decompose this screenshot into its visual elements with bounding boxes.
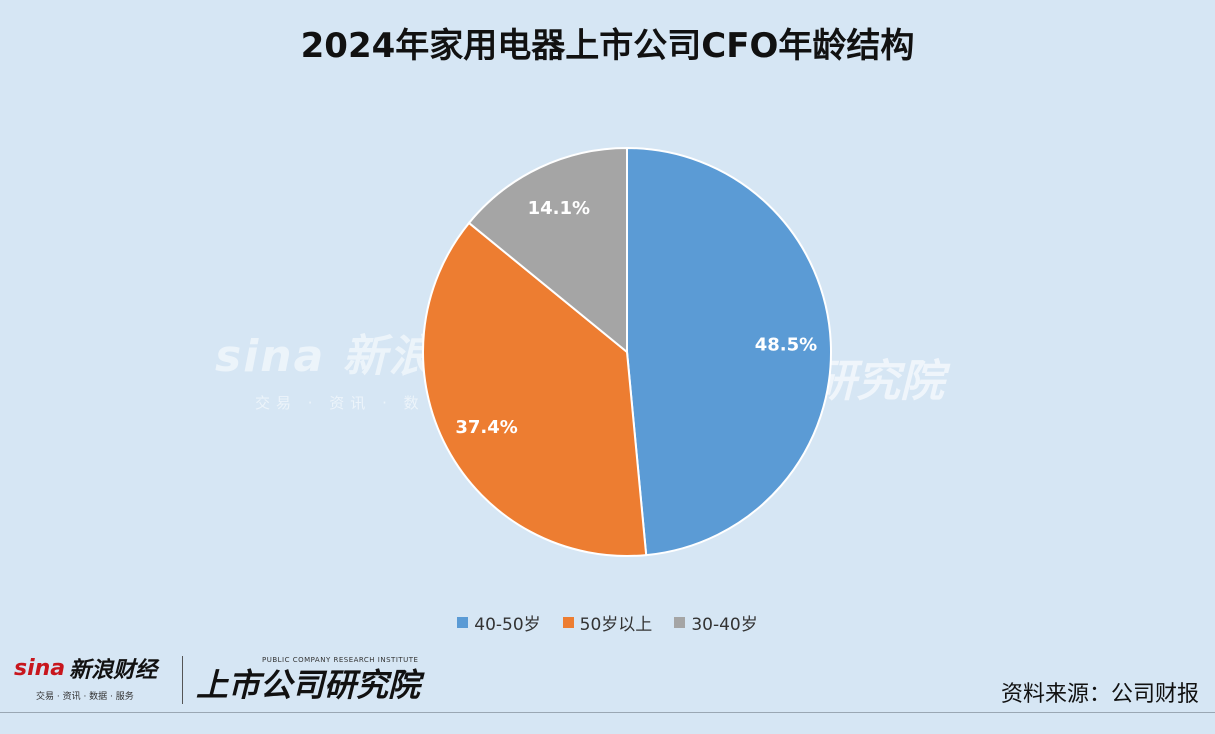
legend-label: 30-40岁: [691, 615, 758, 635]
sina-finance-name: 新浪财经: [69, 658, 158, 683]
pie-chart: 48.5% 37.4% 14.1%: [422, 146, 832, 557]
legend-label: 40-50岁: [474, 615, 541, 635]
chart-title: 2024年家用电器上市公司CFO年龄结构: [300, 26, 915, 66]
legend-swatch: [457, 617, 469, 628]
legend-label: 50岁以上: [579, 615, 653, 635]
watermark-tagline: 交易 · 资讯 · 数: [255, 394, 425, 412]
legend-swatch: [674, 617, 686, 628]
watermark-logo: sina 新浪: [215, 331, 435, 382]
data-source: 资料来源：公司财报: [1000, 682, 1199, 707]
institute-logo: 上市公司研究院: [196, 666, 421, 704]
legend-swatch: [562, 617, 574, 628]
legend-item-40-50: 40-50岁: [457, 610, 541, 635]
data-label-1: 37.4%: [455, 417, 517, 438]
chart-legend: 40-50岁 50岁以上 30-40岁: [0, 610, 1215, 635]
legend-item-30-40: 30-40岁: [674, 610, 758, 635]
institute-english-name: PUBLIC COMPANY RESEARCH INSTITUTE: [262, 656, 419, 664]
pie-slice-2: [467, 146, 628, 355]
footer-divider: [0, 712, 1215, 713]
sina-tagline: 交易 · 资讯 · 数据 · 服务: [36, 692, 134, 702]
pie-slice-1: [422, 221, 648, 557]
sina-logo-text: sina: [14, 655, 66, 681]
pie-slice-0: [626, 146, 832, 557]
legend-item-50-plus: 50岁以上: [562, 610, 653, 635]
data-label-2: 14.1%: [528, 198, 590, 219]
brand-divider: [182, 656, 183, 704]
data-label-0: 48.5%: [755, 335, 817, 356]
sina-finance-logo: sina 新浪财经 交易 · 资讯 · 数据 · 服务: [14, 652, 158, 703]
watermark-institute: 研究院: [812, 356, 944, 407]
